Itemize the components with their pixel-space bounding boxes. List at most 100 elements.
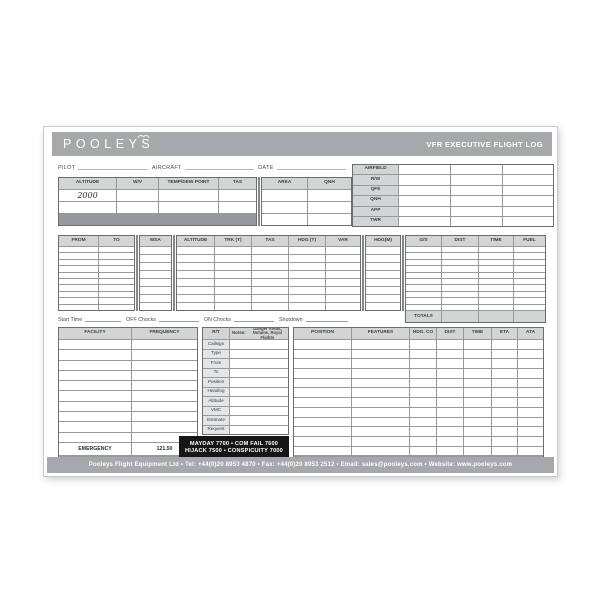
blank-cell — [326, 255, 360, 262]
blank-cell — [518, 359, 543, 369]
blank-cell — [442, 304, 478, 310]
blank-cell — [518, 446, 543, 456]
position-table: POSITION FEATURES HDG. CO DIST TIME ETA … — [293, 327, 544, 458]
blank-cell — [99, 298, 134, 304]
blank-cell — [437, 407, 463, 417]
area-qnh-table: AREA QNH — [261, 177, 352, 226]
blank-cell — [366, 295, 400, 302]
blank-cell — [442, 298, 478, 304]
blank-cell — [140, 287, 171, 294]
blank-cell — [479, 278, 513, 285]
col-header-ata: ATA — [518, 328, 543, 339]
rt-row-callsign: Callsign — [203, 340, 229, 349]
blank-cell — [492, 340, 517, 349]
blank-cell — [132, 432, 197, 442]
blank-cell — [99, 259, 134, 266]
blank-cell — [230, 378, 288, 387]
page-title: VFR EXECUTIVE FLIGHT LOG — [426, 139, 543, 149]
blank-cell — [442, 253, 478, 259]
blank-cell — [514, 253, 545, 259]
blank-cell — [140, 255, 171, 262]
blank-cell — [514, 259, 545, 266]
blank-cell — [518, 340, 543, 349]
blank-cell — [410, 417, 436, 427]
blank-cell — [410, 359, 436, 369]
route-performance-group: G/S DIST TIME FUEL TOTALS — [405, 235, 546, 323]
blank-cell — [479, 259, 513, 266]
blank-cell — [132, 370, 197, 381]
col-header-tas: TAS — [252, 236, 288, 246]
col-header-from: FROM — [59, 236, 98, 246]
blank-cell — [410, 398, 436, 407]
blank-cell — [442, 272, 478, 278]
blank-cell — [132, 381, 197, 391]
blank-cell — [252, 263, 288, 270]
blank-cell — [177, 255, 214, 262]
blank-cell — [518, 436, 543, 446]
blank-cell — [59, 259, 98, 266]
blank-cell — [215, 263, 251, 270]
blank-cell — [437, 398, 463, 407]
rt-row-type: Type — [203, 349, 229, 358]
blank-cell — [59, 412, 131, 422]
blank-cell — [59, 285, 98, 291]
col-header-frequency: FREQUENCY — [132, 328, 197, 339]
blank-cell — [99, 266, 134, 272]
blank-cell — [326, 303, 360, 310]
blank-cell — [117, 202, 158, 213]
col-header-position: POSITION — [294, 328, 351, 339]
route-table: FROM TO MSA ALTITUDE TRK (T) TAS HDG (T)… — [58, 235, 546, 323]
blank-cell — [399, 165, 450, 175]
blank-cell — [230, 397, 288, 406]
blank-cell — [479, 291, 513, 298]
blank-cell — [215, 287, 251, 294]
rt-row-altitude: Altitude — [203, 397, 229, 406]
blank-cell — [503, 185, 553, 196]
blank-cell — [437, 436, 463, 446]
transponder-codes-line1: MAYDAY 7700 • COM FAIL 7600 — [189, 440, 279, 447]
blank-cell — [479, 272, 513, 278]
blank-cell — [514, 291, 545, 298]
pooleys-logo-text: POOLEYS — [63, 137, 155, 151]
blank-cell — [464, 407, 491, 417]
blank-cell — [518, 417, 543, 427]
blank-cell — [410, 349, 436, 359]
blank-cell — [215, 303, 251, 310]
blank-cell — [289, 303, 325, 310]
blank-cell — [289, 271, 325, 278]
blank-cell — [215, 255, 251, 262]
blank-cell — [442, 285, 478, 291]
blank-cell — [99, 278, 134, 285]
blank-cell — [252, 303, 288, 310]
totals-time-cell — [479, 310, 513, 322]
blank-cell — [479, 298, 513, 304]
row-label-airfield: AIRFIELD — [353, 165, 398, 175]
blank-cell — [140, 303, 171, 310]
blank-cell — [177, 295, 214, 302]
rt-row-estimate: Estimate — [203, 416, 229, 425]
col-header-hdg-co: HDG. CO — [410, 328, 436, 339]
blank-cell — [366, 271, 400, 278]
blank-cell — [464, 369, 491, 378]
blank-cell — [177, 247, 214, 254]
start-time-write-line — [85, 317, 122, 322]
group-divider — [173, 235, 175, 311]
blank-cell — [177, 303, 214, 310]
blank-cell — [59, 370, 131, 381]
weather-table: ALTITUDE W/V TEMP/DEW POINT TAS 2000 — [58, 177, 257, 226]
blank-cell — [230, 425, 288, 434]
blank-cell — [159, 190, 218, 201]
blank-cell — [59, 247, 98, 253]
blank-cell — [479, 253, 513, 259]
blank-cell — [451, 165, 502, 175]
notes-text: Danger Areas, Notams, Royal Flights — [252, 328, 282, 339]
start-time-label: Start Time — [58, 317, 83, 323]
blank-cell — [437, 369, 463, 378]
blank-cell — [352, 427, 409, 436]
blank-cell — [294, 369, 351, 378]
date-write-line — [276, 164, 346, 170]
rt-row-request: Request — [203, 425, 229, 434]
off-chocks-label: OFF Chocks — [126, 317, 156, 323]
col-header-tempdew: TEMP/DEW POINT — [159, 178, 218, 189]
